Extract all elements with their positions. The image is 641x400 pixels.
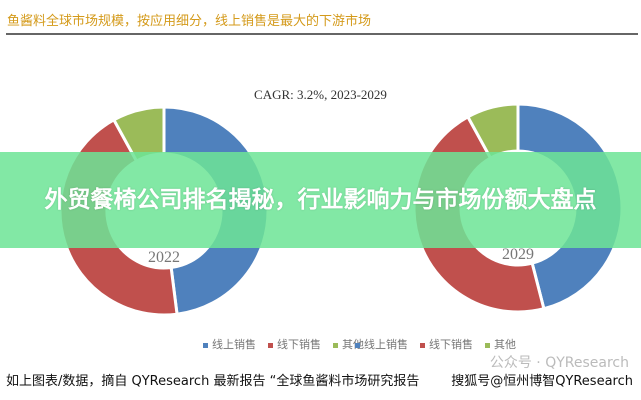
legend-item: 其他 <box>333 336 364 352</box>
legend-label: 其他 <box>494 338 516 351</box>
legend-2029: 线上销售 线下销售 其他 <box>355 336 516 352</box>
chart-heading: 鱼酱料全球市场规模，按应用细分，线上销售是最大的下游市场 <box>7 14 372 29</box>
legend-item: 线下销售 <box>420 336 473 352</box>
legend-label: 线下销售 <box>429 338 473 351</box>
legend-item: 其他 <box>485 336 516 352</box>
legend-2022: 线上销售 线下销售 其他 <box>203 336 364 352</box>
source-note: 如上图表/数据，摘自 QYResearch 最新报告 “全球鱼酱料市场研究报告 <box>6 374 420 389</box>
legend-label: 线下销售 <box>277 338 321 351</box>
legend-label: 其他 <box>342 338 364 351</box>
legend-item: 线上销售 <box>203 336 256 352</box>
headline-banner[interactable]: 外贸餐椅公司排名揭秘，行业影响力与市场份额大盘点 <box>0 152 641 248</box>
legend-item: 线下销售 <box>268 336 321 352</box>
watermark: 搜狐号@恒州博智QYResearch <box>451 374 633 390</box>
donut-center-label: 2029 <box>502 246 534 263</box>
legend-label: 线上销售 <box>212 338 256 351</box>
headline-text: 外贸餐椅公司排名揭秘，行业影响力与市场份额大盘点 <box>44 187 597 213</box>
legend-label: 线上销售 <box>364 338 408 351</box>
legend-item: 线上销售 <box>355 336 408 352</box>
cagr-label: CAGR: 3.2%, 2023-2029 <box>254 87 387 102</box>
heading-divider <box>6 33 638 35</box>
faint-watermark: 公众号 · QYResearch <box>489 355 629 371</box>
donut-center-label: 2022 <box>148 249 180 266</box>
